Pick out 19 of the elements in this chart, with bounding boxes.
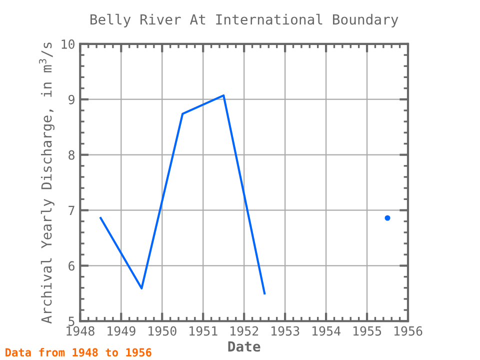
x-tick-label: 1952 <box>230 326 258 336</box>
x-tick-label: 1950 <box>148 326 176 336</box>
x-tick-label: 1953 <box>272 326 300 336</box>
y-tick-label: 9 <box>68 94 74 104</box>
x-tick-label: 1954 <box>312 326 340 336</box>
x-tick-label: 1951 <box>190 326 218 336</box>
x-tick-label: 1955 <box>353 326 382 336</box>
x-tick-label: 1949 <box>108 326 136 336</box>
x-tick-label: 1948 <box>66 326 94 336</box>
chart-title: Belly River At International Boundary <box>90 14 398 28</box>
y-axis-title: Archival Yearly Discharge, in m$^{3}$/s <box>39 42 55 324</box>
text: Data from 1948 to 1956 <box>6 348 152 357</box>
y-tick-label: 10 <box>62 39 74 49</box>
x-axis-title: Date <box>228 341 260 352</box>
y-tick-label: 5 <box>68 316 74 326</box>
y-tick-label: 7 <box>68 206 74 216</box>
x-tick-label: 1956 <box>394 326 422 336</box>
y-tick-label: 6 <box>68 261 74 271</box>
y-tick-label: 8 <box>68 150 74 160</box>
